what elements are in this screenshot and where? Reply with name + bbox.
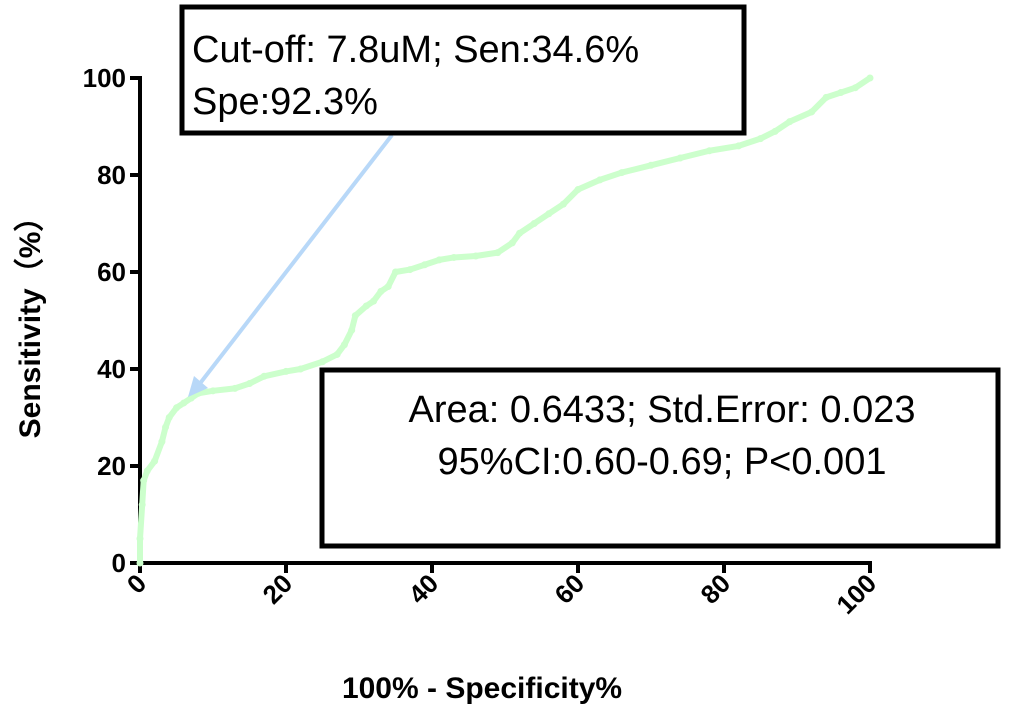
point [282,367,290,375]
point [786,118,794,126]
point [348,326,356,334]
point [260,372,268,380]
point [516,229,524,237]
point [837,89,845,97]
point [559,200,567,208]
point [618,169,626,177]
point [450,253,458,261]
y-tick-label: 40 [97,354,126,384]
annotation-box [319,367,1001,549]
point [173,404,180,412]
x-tick-label: 100 [830,568,882,620]
point [530,220,538,227]
point [596,176,604,184]
point [494,249,502,257]
x-tick-label: 80 [695,568,737,610]
point [508,239,516,247]
point [676,154,684,162]
point [808,108,816,116]
annotation-text: Area: 0.6433; Std.Error: 0.023 [409,389,916,431]
point [362,302,370,310]
point [435,256,443,264]
point [851,84,859,92]
y-tick-label: 60 [97,257,126,287]
annotation-text: 95%CI:0.60-0.69; P<0.001 [438,441,887,483]
point [545,210,553,218]
annotation-text: Spe:92.3% [192,81,378,123]
point [866,74,874,82]
point [143,467,151,475]
point [231,384,239,392]
annotation-box [179,4,747,136]
point [158,438,166,446]
point [757,135,764,143]
annotation-text: Cut-off: 7.8uM; Sen:34.6% [192,29,639,71]
point [209,387,217,395]
point [392,268,399,276]
x-axis-label: 100% - Specificity% [342,672,622,705]
x-tick-label: 20 [257,568,299,610]
point [377,287,385,295]
point [735,142,743,150]
point [151,457,159,465]
arrow [196,133,394,388]
point [370,297,378,305]
point [340,341,348,349]
x-tick-label: 60 [549,568,591,610]
point [421,261,429,269]
point [333,350,341,358]
point [140,477,148,485]
point [705,147,713,155]
y-tick-label: 0 [112,548,126,578]
arrow-head [188,376,208,397]
x-tick-label: 40 [403,568,445,610]
point [246,380,253,388]
point [771,127,779,135]
point [647,161,655,169]
point [297,365,305,373]
point [351,312,359,320]
x-tick-label: 0 [121,568,152,599]
point [162,423,170,431]
y-tick-label: 20 [97,451,126,481]
point [406,266,414,274]
point [822,93,830,101]
point [574,186,582,194]
point [138,501,146,509]
point [136,535,144,543]
point [384,283,392,291]
y-tick-label: 100 [83,63,126,93]
point [136,559,144,567]
y-axis-label: Sensitivity（%） [13,202,47,439]
point [319,358,326,366]
y-tick-label: 80 [97,160,126,190]
point [472,252,480,260]
point [180,399,188,407]
point [165,414,173,421]
